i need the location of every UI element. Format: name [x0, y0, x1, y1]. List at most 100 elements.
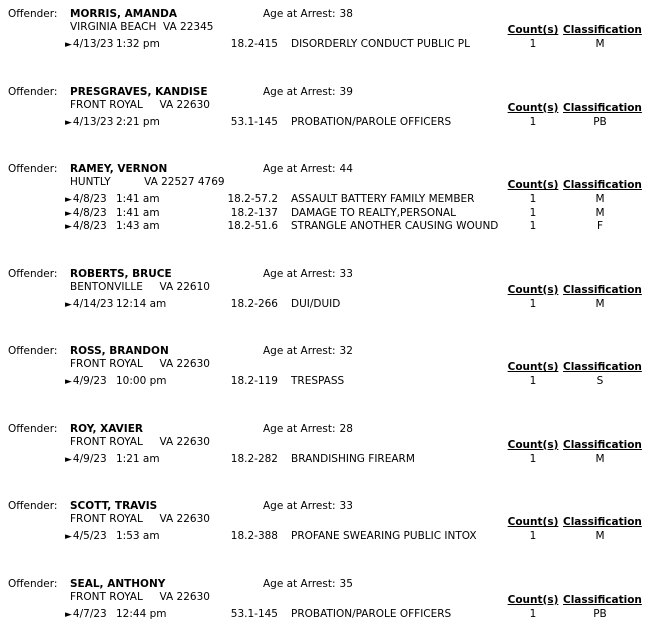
charge-code: 18.2-282	[178, 453, 278, 466]
charge-description: ASSAULT BATTERY FAMILY MEMBER	[278, 193, 503, 206]
count-value: 1	[503, 375, 563, 388]
offender-header-line: Offender: MORRIS, AMANDA Age at Arrest:3…	[0, 8, 655, 21]
address-line: FRONT ROYAL VA 22630 Count(s)Classificat…	[70, 591, 655, 604]
classification-value: F	[563, 220, 637, 233]
classification-value: M	[563, 530, 637, 543]
arrest-list: ►4/9/23 1:21 am 18.2-282 BRANDISHING FIR…	[0, 453, 655, 467]
offender-header-line: Offender: SCOTT, TRAVIS Age at Arrest:33	[0, 500, 655, 513]
arrest-row: ►4/8/23 1:41 am 18.2-57.2 ASSAULT BATTER…	[0, 193, 655, 207]
age-label: Age at Arrest:	[263, 86, 336, 98]
classification-value: PB	[563, 116, 637, 129]
arrest-date: ►4/13/23	[65, 116, 116, 130]
charge-description: STRANGLE ANOTHER CAUSING WOUND	[278, 220, 503, 233]
arrest-date: ►4/13/23	[65, 38, 116, 52]
age-at-arrest: Age at Arrest: 32	[263, 345, 353, 358]
classification-value: PB	[563, 608, 637, 621]
age-label: Age at Arrest:	[263, 163, 336, 175]
column-headers: Count(s)Classification	[503, 516, 637, 529]
arrest-time: 1:43 am	[116, 220, 178, 233]
classification-value: M	[563, 193, 637, 206]
offender-block: Offender: ROBERTS, BRUCE Age at Arrest:3…	[0, 268, 655, 312]
column-headers: Count(s)Classification	[503, 24, 637, 37]
arrest-row: ►4/8/23 1:41 am 18.2-137 DAMAGE TO REALT…	[0, 207, 655, 221]
charge-code: 53.1-145	[178, 608, 278, 621]
classification-value: M	[563, 207, 637, 220]
date-value: 4/7/23	[73, 608, 107, 620]
arrow-icon: ►	[65, 532, 72, 542]
offender-address: FRONT ROYAL VA 22630	[70, 358, 503, 371]
column-headers: Count(s)Classification	[503, 439, 637, 452]
arrest-time: 12:14 am	[116, 298, 178, 311]
offender-block: Offender: ROSS, BRANDON Age at Arrest: 32…	[0, 345, 655, 389]
arrest-row: ►4/9/23 10:00 pm 18.2-119 TRESPASS 1 S	[0, 375, 655, 389]
offender-name: ROSS, BRANDON	[70, 345, 263, 358]
classification-column-header: Classification	[563, 516, 637, 529]
arrest-row: ►4/13/23 1:32 pm 18.2-415 DISORDERLY CON…	[0, 38, 655, 52]
classification-column-header: Classification	[563, 179, 637, 192]
age-at-arrest: Age at Arrest:35	[263, 578, 353, 591]
arrest-time: 1:41 am	[116, 193, 178, 206]
count-value: 1	[503, 453, 563, 466]
offender-block: Offender: RAMEY, VERNON Age at Arrest:44…	[0, 163, 655, 234]
counts-column-header: Count(s)	[503, 439, 563, 452]
arrest-list: ►4/8/23 1:41 am 18.2-57.2 ASSAULT BATTER…	[0, 193, 655, 234]
count-value: 1	[503, 38, 563, 51]
charge-code: 18.2-119	[178, 375, 278, 388]
date-value: 4/8/23	[73, 193, 107, 205]
age-value: 33	[340, 268, 353, 280]
offender-name: ROY, XAVIER	[70, 423, 263, 436]
offender-address: FRONT ROYAL VA 22630	[70, 99, 503, 112]
charge-code: 18.2-57.2	[178, 193, 278, 206]
offender-name: MORRIS, AMANDA	[70, 8, 263, 21]
counts-column-header: Count(s)	[503, 179, 563, 192]
date-value: 4/8/23	[73, 207, 107, 219]
age-at-arrest: Age at Arrest:38	[263, 8, 353, 21]
offender-address: FRONT ROYAL VA 22630	[70, 591, 503, 604]
classification-value: M	[563, 298, 637, 311]
offender-name: RAMEY, VERNON	[70, 163, 263, 176]
column-headers: Count(s)Classification	[503, 102, 637, 115]
arrow-icon: ►	[65, 300, 72, 310]
charge-description: DISORDERLY CONDUCT PUBLIC PL	[278, 38, 503, 51]
offender-block: Offender: MORRIS, AMANDA Age at Arrest:3…	[0, 8, 655, 52]
offender-label: Offender:	[8, 268, 70, 281]
offender-header-line: Offender: ROBERTS, BRUCE Age at Arrest:3…	[0, 268, 655, 281]
age-label: Age at Arrest:	[263, 345, 336, 357]
counts-column-header: Count(s)	[503, 516, 563, 529]
classification-column-header: Classification	[563, 102, 637, 115]
arrest-row: ►4/14/23 12:14 am 18.2-266 DUI/DUID 1 M	[0, 298, 655, 312]
age-value: 32	[340, 345, 353, 357]
address-line: BENTONVILLE VA 22610 Count(s)Classificat…	[70, 281, 655, 294]
count-value: 1	[503, 608, 563, 621]
date-value: 4/13/23	[73, 116, 113, 128]
arrest-date: ►4/8/23	[65, 193, 116, 207]
counts-column-header: Count(s)	[503, 284, 563, 297]
offender-label: Offender:	[8, 345, 70, 358]
arrest-time: 12:44 pm	[116, 608, 178, 621]
offender-address: FRONT ROYAL VA 22630	[70, 513, 503, 526]
age-value: 44	[340, 163, 353, 175]
offender-header-line: Offender: ROSS, BRANDON Age at Arrest: 32	[0, 345, 655, 358]
count-value: 1	[503, 207, 563, 220]
offender-header-line: Offender: SEAL, ANTHONY Age at Arrest:35	[0, 578, 655, 591]
arrest-date: ►4/7/23	[65, 608, 116, 621]
address-line: VIRGINIA BEACH VA 22345 Count(s)Classifi…	[70, 21, 655, 34]
charge-description: PROBATION/PAROLE OFFICERS	[278, 116, 503, 129]
arrow-icon: ►	[65, 118, 72, 128]
offender-address: FRONT ROYAL VA 22630	[70, 436, 503, 449]
arrest-list: ►4/9/23 10:00 pm 18.2-119 TRESPASS 1 S	[0, 375, 655, 389]
arrest-date: ►4/5/23	[65, 530, 116, 544]
arrest-time: 1:41 am	[116, 207, 178, 220]
charge-code: 53.1-145	[178, 116, 278, 129]
offender-block: Offender: SCOTT, TRAVIS Age at Arrest:33…	[0, 500, 655, 544]
arrow-icon: ►	[65, 610, 72, 620]
age-at-arrest: Age at Arrest:39	[263, 86, 353, 99]
arrest-date: ►4/9/23	[65, 453, 116, 467]
arrest-time: 1:21 am	[116, 453, 178, 466]
arrest-list: ►4/13/23 1:32 pm 18.2-415 DISORDERLY CON…	[0, 38, 655, 52]
offender-header-line: Offender: PRESGRAVES, KANDISE Age at Arr…	[0, 86, 655, 99]
classification-value: S	[563, 375, 637, 388]
counts-column-header: Count(s)	[503, 594, 563, 607]
age-value: 35	[340, 578, 353, 590]
count-value: 1	[503, 193, 563, 206]
